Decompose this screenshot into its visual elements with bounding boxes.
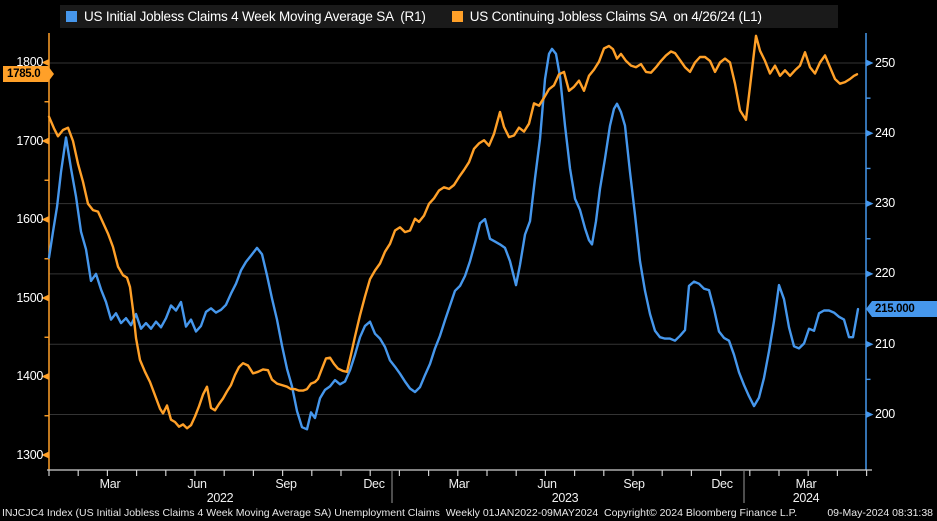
left-axis-tick-label: 1700: [16, 133, 43, 148]
continuing-claims-series-swatch-icon: [451, 11, 463, 22]
x-axis-year-label: 2023: [551, 491, 579, 505]
right-axis-tick-arrow-icon: [866, 200, 874, 208]
initial-claims-line: [47, 47, 860, 431]
status-bar: INJCJC4 Index (US Initial Jobless Claims…: [0, 505, 937, 521]
left-axis-tick-arrow-icon: [41, 59, 49, 66]
right-axis-tick-label: 230: [875, 196, 895, 211]
x-axis-year-label: 2022: [206, 491, 234, 505]
right-axis-tick-arrow-icon: [866, 129, 874, 137]
left-axis-last-value-badge: 1785.0: [3, 66, 54, 82]
x-axis-month-label: Sep: [275, 477, 297, 491]
continuing-claims-line: [47, 34, 859, 430]
right-axis-tick-label: 250: [875, 55, 895, 70]
left-axis-tick-label: 1500: [16, 290, 43, 305]
right-axis-tick-arrow-icon: [866, 340, 874, 348]
x-axis-month-label: Dec: [711, 477, 733, 491]
initial-claims-series-swatch-icon: [66, 11, 77, 22]
right-axis-tick-label: 210: [875, 336, 895, 351]
right-axis-tick-arrow-icon: [866, 59, 874, 67]
x-axis-month-label: Mar: [795, 477, 817, 491]
x-axis-month-label: Mar: [448, 477, 470, 491]
right-axis-tick-label: 200: [875, 407, 895, 421]
x-axis-month-label: Dec: [363, 477, 385, 491]
left-axis-tick-label: 1400: [16, 369, 43, 383]
legend-item-initial-claims[interactable]: US Initial Jobless Claims 4 Week Moving …: [66, 9, 426, 24]
left-axis-tick-label: 1600: [16, 212, 43, 226]
right-axis-tick-label: 220: [875, 266, 895, 281]
footer-ticker-description: INJCJC4 Index (US Initial Jobless Claims…: [2, 507, 599, 519]
legend-item-continuing-claims[interactable]: US Continuing Jobless Claims SA on 4/26/…: [451, 9, 762, 24]
x-axis-month-label: Jun: [187, 477, 207, 491]
right-axis-tick-label: 240: [875, 125, 895, 140]
legend-label-initial-claims: US Initial Jobless Claims 4 Week Moving …: [84, 9, 426, 24]
legend-label-continuing-claims: US Continuing Jobless Claims SA on 4/26/…: [469, 9, 762, 24]
footer-timestamp: 09-May-2024 08:31:38: [827, 507, 933, 519]
left-axis-tick-arrow-icon: [41, 373, 49, 380]
x-axis-month-label: Mar: [99, 477, 121, 491]
left-axis-tick-arrow-icon: [41, 137, 49, 145]
x-axis-year-label: 2024: [792, 491, 820, 505]
x-axis-month-label: Jun: [537, 477, 557, 491]
left-axis-tick-label: 1800: [16, 55, 43, 69]
footer-copyright: Copyright© 2024 Bloomberg Finance L.P.: [604, 507, 798, 519]
right-axis-tick-arrow-icon: [866, 270, 874, 278]
x-axis-month-label: Sep: [623, 477, 645, 491]
chart-legend: US Initial Jobless Claims 4 Week Moving …: [60, 5, 838, 28]
right-axis-last-value-badge: 215.000: [866, 301, 937, 317]
right-axis-tick-arrow-icon: [866, 411, 874, 418]
left-axis-tick-arrow-icon: [41, 451, 49, 459]
left-axis-tick-arrow-icon: [41, 294, 49, 302]
left-axis-tick-arrow-icon: [41, 216, 49, 223]
left-axis-tick-label: 1300: [16, 447, 43, 462]
